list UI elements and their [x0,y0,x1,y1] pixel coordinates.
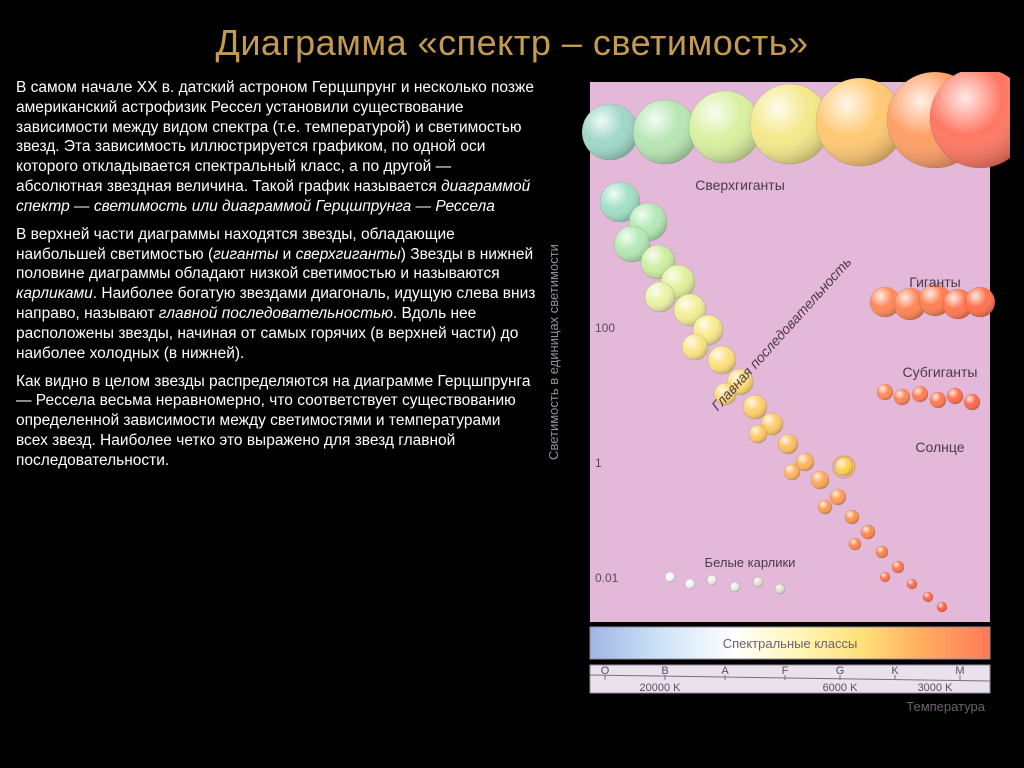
svg-text:100: 100 [595,321,615,335]
star [849,538,861,550]
star [947,388,963,404]
svg-text:0.01: 0.01 [595,571,619,585]
star [907,579,917,589]
svg-text:Спектральные классы: Спектральные классы [723,636,858,651]
paragraph: В самом начале XX в. датский астроном Ге… [16,78,536,217]
slide-title: Диаграмма «спектр – светимость» [0,0,1024,78]
star [892,561,904,573]
paragraph: В верхней части диаграммы находятся звез… [16,225,536,364]
star [930,392,946,408]
star [582,104,638,160]
star [707,575,717,585]
star [937,602,947,612]
svg-text:Солнце: Солнце [915,439,964,455]
star [833,456,855,478]
svg-text:20000 K: 20000 K [640,682,682,694]
svg-text:Белые карлики: Белые карлики [705,555,796,570]
star [645,282,675,312]
svg-text:Светимость в единицах светимос: Светимость в единицах светимости [546,244,561,460]
star [665,572,675,582]
star [682,334,708,360]
star [894,389,910,405]
text-column: В самом начале XX в. датский астроном Ге… [16,78,536,758]
svg-text:3000 K: 3000 K [918,682,954,694]
star [861,525,875,539]
star [685,579,695,589]
star [784,464,800,480]
star [775,584,785,594]
star [743,395,767,419]
hr-diagram-container: Светимость в единицах светимости10000100… [544,78,1012,758]
star [876,546,888,558]
star [912,386,928,402]
star [818,500,832,514]
hr-diagram: Светимость в единицах светимости10000100… [540,72,1010,732]
star [877,384,893,400]
svg-text:Гиганты: Гиганты [909,274,960,290]
star [753,577,763,587]
svg-text:1: 1 [595,456,602,470]
star [811,471,829,489]
star [965,287,995,317]
star [880,572,890,582]
star [633,100,697,164]
paragraph: Как видно в целом звезды распределяются … [16,372,536,471]
star [778,434,798,454]
svg-text:6000 K: 6000 K [823,682,859,694]
star [749,425,767,443]
svg-text:Температура: Температура [906,699,986,714]
svg-text:Сверхгиганты: Сверхгиганты [695,177,785,193]
star [964,394,980,410]
star [845,510,859,524]
svg-text:Субгиганты: Субгиганты [902,364,977,380]
star [830,489,846,505]
star [923,592,933,602]
star [708,346,736,374]
star [730,582,740,592]
